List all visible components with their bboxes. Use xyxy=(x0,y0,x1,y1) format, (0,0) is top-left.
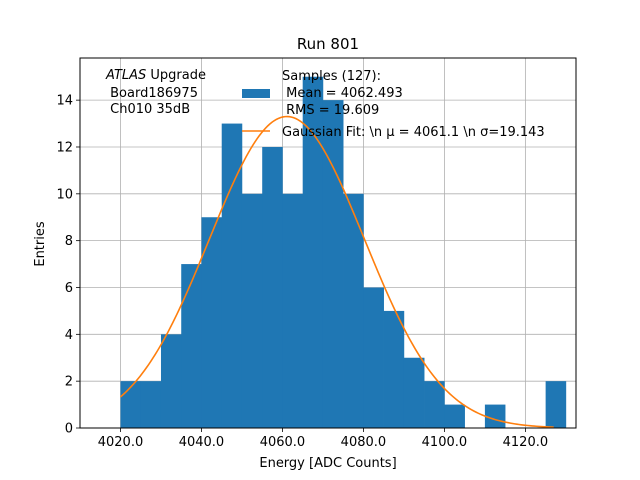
histogram-bars xyxy=(120,76,567,429)
histogram-bar-1 xyxy=(140,381,162,428)
y-tick-label-5: 10 xyxy=(56,187,73,202)
x-tick-label-1: 4040.0 xyxy=(179,435,225,450)
histogram-bar-16 xyxy=(444,404,465,428)
plot-frame xyxy=(79,57,577,429)
histogram-bar-12 xyxy=(363,287,384,428)
gaussian-fit-curve xyxy=(119,115,554,428)
x-tick-label-3: 4080.0 xyxy=(341,435,387,450)
annotation-rest: Upgrade xyxy=(146,68,206,83)
atlas-annotation: ATLAS Upgrade Board186975 Ch010 35dB xyxy=(105,68,206,117)
histogram-bar-2 xyxy=(160,334,182,428)
legend-swatch-samples xyxy=(242,89,270,98)
histogram-bar-15 xyxy=(424,381,445,428)
x-tick-label-0: 4020.0 xyxy=(98,435,144,450)
legend: Samples (127): Mean = 4062.493 RMS = 19.… xyxy=(242,69,545,140)
histogram-bar-9 xyxy=(302,76,324,428)
histogram-bar-13 xyxy=(383,310,405,428)
histogram-bar-18 xyxy=(484,404,506,428)
annotation-line-2: Board186975 xyxy=(106,86,198,101)
annotation-line-3: Ch010 35dB xyxy=(106,102,190,117)
legend-samples-line-2: Mean = 4062.493 xyxy=(282,86,403,101)
histogram-bar-4 xyxy=(201,217,223,428)
x-axis-title: Energy [ADC Counts] xyxy=(259,456,396,471)
y-tick-label-2: 4 xyxy=(65,328,73,343)
histogram-bar-11 xyxy=(343,193,364,428)
gaussian-fit xyxy=(119,115,554,428)
histogram-bar-21 xyxy=(545,381,567,428)
histogram-bar-8 xyxy=(282,193,303,428)
y-tick-label-0: 0 xyxy=(65,422,73,437)
annotation-italic: ATLAS xyxy=(105,68,146,83)
legend-samples-line-1: Samples (127): xyxy=(282,69,381,84)
histogram-bar-14 xyxy=(403,357,425,428)
axis-ticks: 4020.0 4040.0 4060.0 4080.0 4100.0 4120.0 0 2 4 6… xyxy=(56,94,548,450)
x-tick-label-4: 4100.0 xyxy=(422,435,468,450)
x-tick-label-5: 4120.0 xyxy=(503,435,549,450)
y-tick-label-7: 14 xyxy=(56,94,73,109)
x-tick-label-2: 4060.0 xyxy=(260,435,306,450)
chart-title: Run 801 xyxy=(297,35,359,53)
histogram-bar-7 xyxy=(262,146,283,428)
histogram-bar-10 xyxy=(322,100,344,428)
histogram-bar-5 xyxy=(221,123,243,429)
y-tick-label-4: 8 xyxy=(65,234,73,249)
legend-samples-line-3: RMS = 19.609 xyxy=(282,103,379,118)
y-tick-label-1: 2 xyxy=(65,375,73,390)
histogram-bar-6 xyxy=(241,193,263,428)
y-axis-title: Entries xyxy=(33,221,48,267)
y-tick-label-3: 6 xyxy=(65,281,73,296)
y-tick-label-6: 12 xyxy=(56,140,73,155)
annotation-line-1: ATLAS Upgrade xyxy=(105,68,206,83)
histogram-bar-3 xyxy=(181,264,202,428)
legend-fit-label: Gaussian Fit: \n μ = 4061.1 \n σ=19.143 xyxy=(282,125,545,140)
